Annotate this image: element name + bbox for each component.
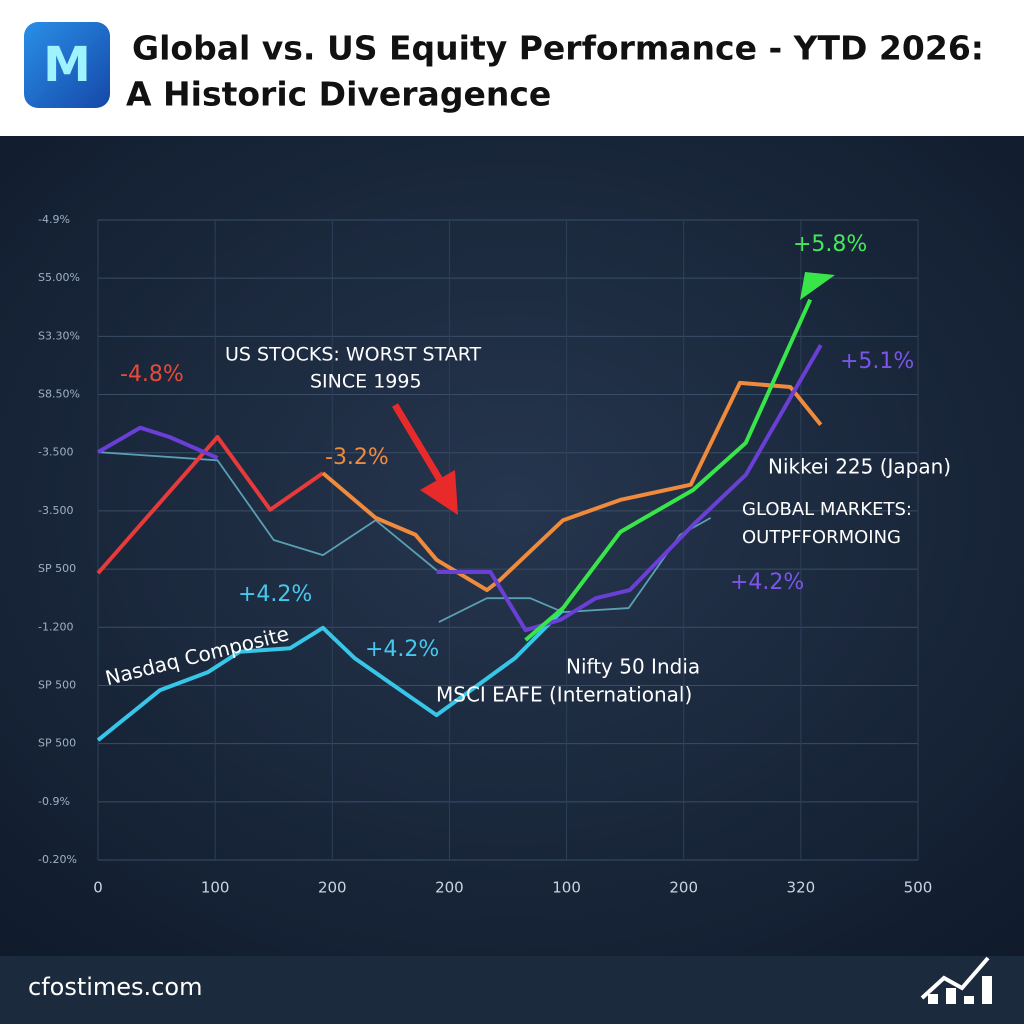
series-line [524,298,813,642]
footer [0,956,1024,1024]
y-tick-label: -3.500 [38,504,73,517]
title-line: A Historic Diveragence [126,75,551,114]
y-tick-label: S8.50% [38,388,80,401]
plot: -4.9% S5.00% S3.30% S8.50% -3.500 -3.500 SP 50… [38,213,951,897]
series-line [96,608,565,742]
y-tick-label: -0.20% [38,853,77,866]
x-tick-label: 100 [201,879,230,897]
y-tick-label: -1.200 [38,620,73,633]
y-tick-label: SP 500 [38,737,76,750]
series-line [96,425,219,460]
title-line: Global vs. US Equity Performance - YTD 2… [132,29,984,68]
series-name: Nikkei 225 (Japan) [768,455,951,479]
series-line [436,344,823,633]
logo [24,22,110,108]
series-name: MSCI EAFE (International) [436,683,692,707]
chart-area [0,136,1024,956]
x-tick-label: 200 [318,879,347,897]
x-tick-label: 320 [787,879,816,897]
annotation: GLOBAL MARKETS: [742,499,912,520]
footer-icon [920,956,990,1000]
arrow-head [800,272,835,300]
y-tick-label: -0.9% [38,795,70,808]
series-line [96,435,325,575]
y-tick-label: -4.9% [38,213,70,226]
y-tick-label: SP 500 [38,678,76,691]
annotation: +4.2% [730,570,804,595]
series-name: Nifty 50 India [566,655,700,679]
y-tick-label: S5.00% [38,271,80,284]
y-tick-label: SP 500 [38,562,76,575]
x-tick-label: 0 [93,879,103,897]
footer-site: cfostimes.com [28,973,202,1001]
y-tick-label: -3.500 [38,446,73,459]
annotation: +4.2% [365,637,439,662]
annotation: +4.2% [238,582,312,607]
annotation: -3.2% [325,445,389,470]
arrow [391,403,444,482]
footer-icon-bars [928,976,992,1004]
x-tick-label: 100 [552,879,581,897]
x-tick-label: 500 [904,879,933,897]
arrow-head [420,470,458,515]
annotation: OUTPFFORMOING [742,527,901,548]
header [0,0,1024,136]
annotation: +5.1% [840,349,914,374]
annotation: SINCE 1995 [310,371,422,393]
x-tick-label: 200 [669,879,698,897]
y-tick-label: S3.30% [38,329,80,342]
logo-letter: M [43,37,91,93]
x-tick-label: 200 [435,879,464,897]
annotation: US STOCKS: WORST START [225,344,482,366]
annotation: -4.8% [120,362,184,387]
series-line [321,380,823,593]
annotation: +5.8% [793,232,867,257]
